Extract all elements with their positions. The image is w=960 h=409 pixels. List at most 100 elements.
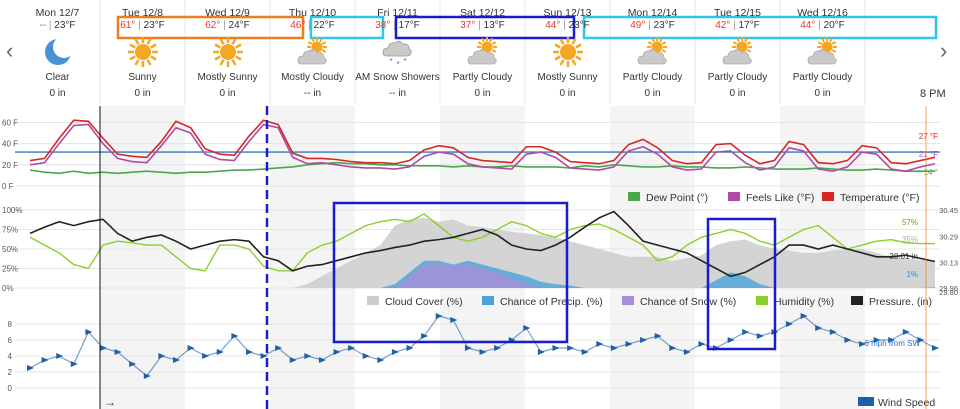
wind-direction-arrow	[129, 361, 137, 367]
wind-direction-arrow	[158, 353, 166, 359]
wind-direction-arrow	[114, 349, 122, 355]
wind-direction-arrow	[727, 337, 735, 343]
precip-amount: 0 in	[219, 88, 236, 99]
low-temp: 22°F	[313, 20, 335, 31]
series-line	[29, 213, 935, 272]
condition-text: Mostly Sunny	[537, 72, 598, 83]
end-value-label: 30.01 in	[890, 252, 918, 261]
sun-icon	[553, 37, 583, 67]
partly-cloudy-icon	[467, 37, 497, 65]
wind-direction-arrow	[435, 313, 443, 319]
wind-direction-arrow	[581, 349, 589, 355]
svg-text:*: *	[396, 60, 399, 68]
wind-direction-arrow	[187, 345, 195, 351]
day-temps: 62° | 24°F	[205, 20, 250, 31]
precip-amount: -- in	[303, 88, 322, 99]
wind-direction-arrow	[85, 329, 93, 335]
scroll-arrow: →	[104, 395, 116, 409]
partly-cloudy-icon	[807, 37, 837, 65]
series-line	[29, 119, 936, 165]
day-temps: 61° | 23°F	[120, 20, 165, 31]
day-name: Tue 12/8	[121, 7, 164, 19]
wind-direction-arrow	[873, 337, 881, 343]
wind-direction-arrow	[640, 337, 648, 343]
next-arrow-icon[interactable]: ›	[940, 38, 948, 63]
wind-direction-arrow	[318, 357, 326, 363]
day-column-shade	[270, 106, 355, 409]
wind-direction-arrow	[260, 353, 268, 359]
day-temps: 37° | 13°F	[460, 20, 505, 31]
high-temp: 38°	[375, 20, 391, 31]
y-tick-label: 50%	[2, 245, 18, 254]
legend-swatch	[858, 397, 874, 406]
legend-label: Cloud Cover (%)	[385, 296, 463, 308]
y-tick-label: 60 F	[2, 118, 18, 127]
wind-direction-arrow	[479, 349, 487, 355]
svg-text:*: *	[403, 57, 406, 66]
wind-direction-arrow	[391, 349, 399, 355]
annotation-box	[116, 15, 305, 40]
legend-label: Dew Point (°)	[646, 192, 708, 204]
end-value-label: 21 °F	[919, 150, 938, 159]
wind-direction-arrow	[275, 345, 283, 351]
condition-text: Sunny	[128, 72, 157, 83]
low-temp: 13°F	[483, 20, 505, 31]
prev-arrow-icon[interactable]: ‹	[6, 38, 14, 63]
wind-direction-arrow	[523, 325, 531, 331]
wind-direction-arrow	[406, 345, 414, 351]
day-name: Mon 12/7	[35, 7, 80, 19]
y-tick-label-right: 29.80	[939, 288, 958, 297]
wind-direction-arrow	[41, 357, 49, 363]
legend-swatch	[756, 296, 768, 305]
y-tick-label-right: 30.29	[939, 233, 958, 242]
wind-direction-arrow	[27, 365, 34, 371]
condition-text: Clear	[45, 72, 70, 83]
y-tick-label: 75%	[2, 226, 18, 235]
low-temp: 24°F	[228, 20, 250, 31]
end-value-label: 57%	[902, 218, 918, 227]
legend-label: Humidity (%)	[774, 296, 834, 308]
wind-direction-arrow	[99, 345, 107, 351]
precip-amount: 0 in	[134, 88, 151, 99]
legend-label: Feels Like (°F)	[746, 192, 814, 204]
wind-direction-arrow	[596, 341, 604, 347]
legend-label: Wind Speed	[878, 397, 935, 409]
legend-swatch	[851, 296, 863, 305]
day-temps: 42° | 17°F	[715, 20, 760, 31]
wind-direction-arrow	[202, 353, 210, 359]
annotation-box	[706, 217, 777, 351]
wind-direction-arrow	[888, 337, 896, 343]
wind-direction-arrow	[172, 357, 180, 363]
wind-direction-arrow	[494, 345, 502, 351]
annotation-box	[332, 201, 569, 344]
legend-swatch	[822, 192, 834, 201]
wind-direction-arrow	[289, 357, 297, 363]
legend-swatch	[628, 192, 640, 201]
current-time-label: 8 PM	[920, 88, 946, 100]
precip-amount: -- in	[388, 88, 407, 99]
high-temp: 49°	[630, 20, 646, 31]
wind-direction-arrow	[610, 345, 618, 351]
y-tick-label: 0 F	[2, 182, 14, 191]
y-tick-label: 4	[8, 352, 13, 361]
wind-direction-arrow	[844, 337, 852, 343]
precip-amount: 0 in	[814, 88, 831, 99]
y-tick-label-right: 29.96	[939, 284, 958, 293]
end-value-label: 1%	[906, 270, 918, 279]
wind-direction-arrow	[348, 345, 356, 351]
high-temp: 37°	[460, 20, 476, 31]
legend-swatch	[367, 296, 379, 305]
wind-direction-arrow	[742, 329, 750, 335]
wind-direction-arrow	[245, 349, 253, 355]
legend-label: Chance of Precip. (%)	[500, 296, 603, 308]
series-line	[29, 210, 936, 278]
y-tick-label-right: 30.13	[939, 258, 958, 267]
cloud-sun-icon	[297, 37, 327, 65]
legend-label: Chance of Snow (%)	[640, 296, 736, 308]
wind-direction-arrow	[552, 345, 560, 351]
wind-direction-arrow	[800, 313, 808, 319]
wind-direction-arrow	[537, 349, 545, 355]
legend-label: Temperature (°F)	[840, 192, 919, 204]
partly-cloudy-icon	[722, 37, 752, 65]
day-name: Mon 12/14	[627, 7, 678, 19]
